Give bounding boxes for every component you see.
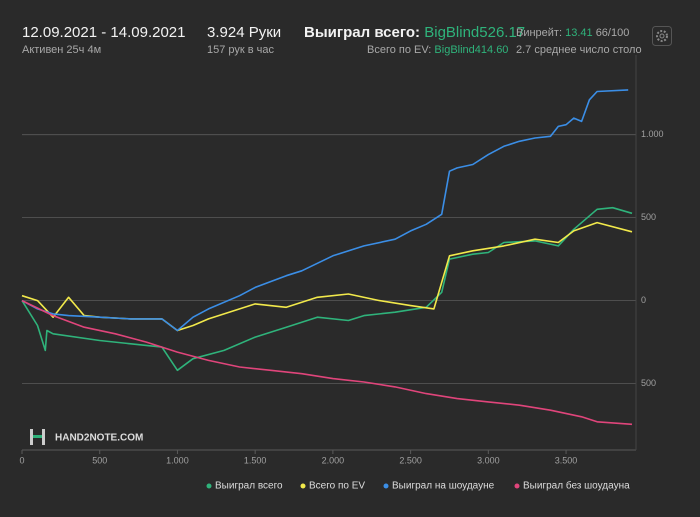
winrate-sample: 66/100 xyxy=(595,27,630,39)
legend-marker xyxy=(514,483,520,489)
y-tick-label: 0 xyxy=(641,295,646,305)
ev-value: BigBlind414.60 xyxy=(434,44,509,56)
date-range: 12.09.2021 - 14.09.2021 xyxy=(22,24,186,41)
x-tick-label: 3.000 xyxy=(477,455,500,465)
x-tick-label: 2.500 xyxy=(399,455,422,465)
legend-label: Всего по EV xyxy=(309,481,365,492)
ev-label: Всего по EV: xyxy=(367,44,432,56)
winrate-label: Винрейт: xyxy=(516,27,563,39)
x-tick-label: 500 xyxy=(92,455,107,465)
legend-label: Выиграл всего xyxy=(215,481,283,492)
won-value: BigBlind526.17 xyxy=(424,24,526,41)
x-tick-label: 1.000 xyxy=(166,455,189,465)
x-tick-label: 3.500 xyxy=(555,455,578,465)
legend-marker xyxy=(206,483,212,489)
won-label: Выиграл всего: xyxy=(304,24,421,41)
y-tick-label: 500 xyxy=(641,378,656,388)
winrate-value: 13.41 xyxy=(565,27,593,39)
active-time: Активен 25ч 4м xyxy=(22,44,102,56)
logo-text: HAND2NOTE.COM xyxy=(55,433,143,444)
hands-per-hour: 157 рук в час xyxy=(207,44,275,56)
legend-label: Выиграл без шоудауна xyxy=(523,480,630,492)
x-tick-label: 1.500 xyxy=(244,455,267,465)
series-line xyxy=(21,299,633,426)
winrate: Винрейт: 13.41 66/100 xyxy=(516,27,629,39)
x-tick-label: 0 xyxy=(19,455,24,465)
series-line xyxy=(21,221,633,332)
settings-button[interactable] xyxy=(652,26,672,46)
hands: 3.924 Руки xyxy=(207,24,282,41)
series-line xyxy=(21,89,629,332)
legend-label: Выиграл на шоудауне xyxy=(392,481,495,492)
legend-marker xyxy=(300,483,306,489)
avg-tables: 2.7 среднее число столо xyxy=(516,44,642,56)
y-tick-label: 500 xyxy=(641,212,656,222)
y-tick-label: 1.000 xyxy=(641,129,664,139)
x-tick-label: 2.000 xyxy=(322,455,345,465)
ev-total: Всего по EV: BigBlind414.60 xyxy=(367,44,508,56)
won-total: Выиграл всего: BigBlind526.17 xyxy=(304,24,525,41)
logo: HAND2NOTE.COM xyxy=(30,429,143,445)
series-line xyxy=(21,206,633,372)
legend-marker xyxy=(383,483,389,489)
